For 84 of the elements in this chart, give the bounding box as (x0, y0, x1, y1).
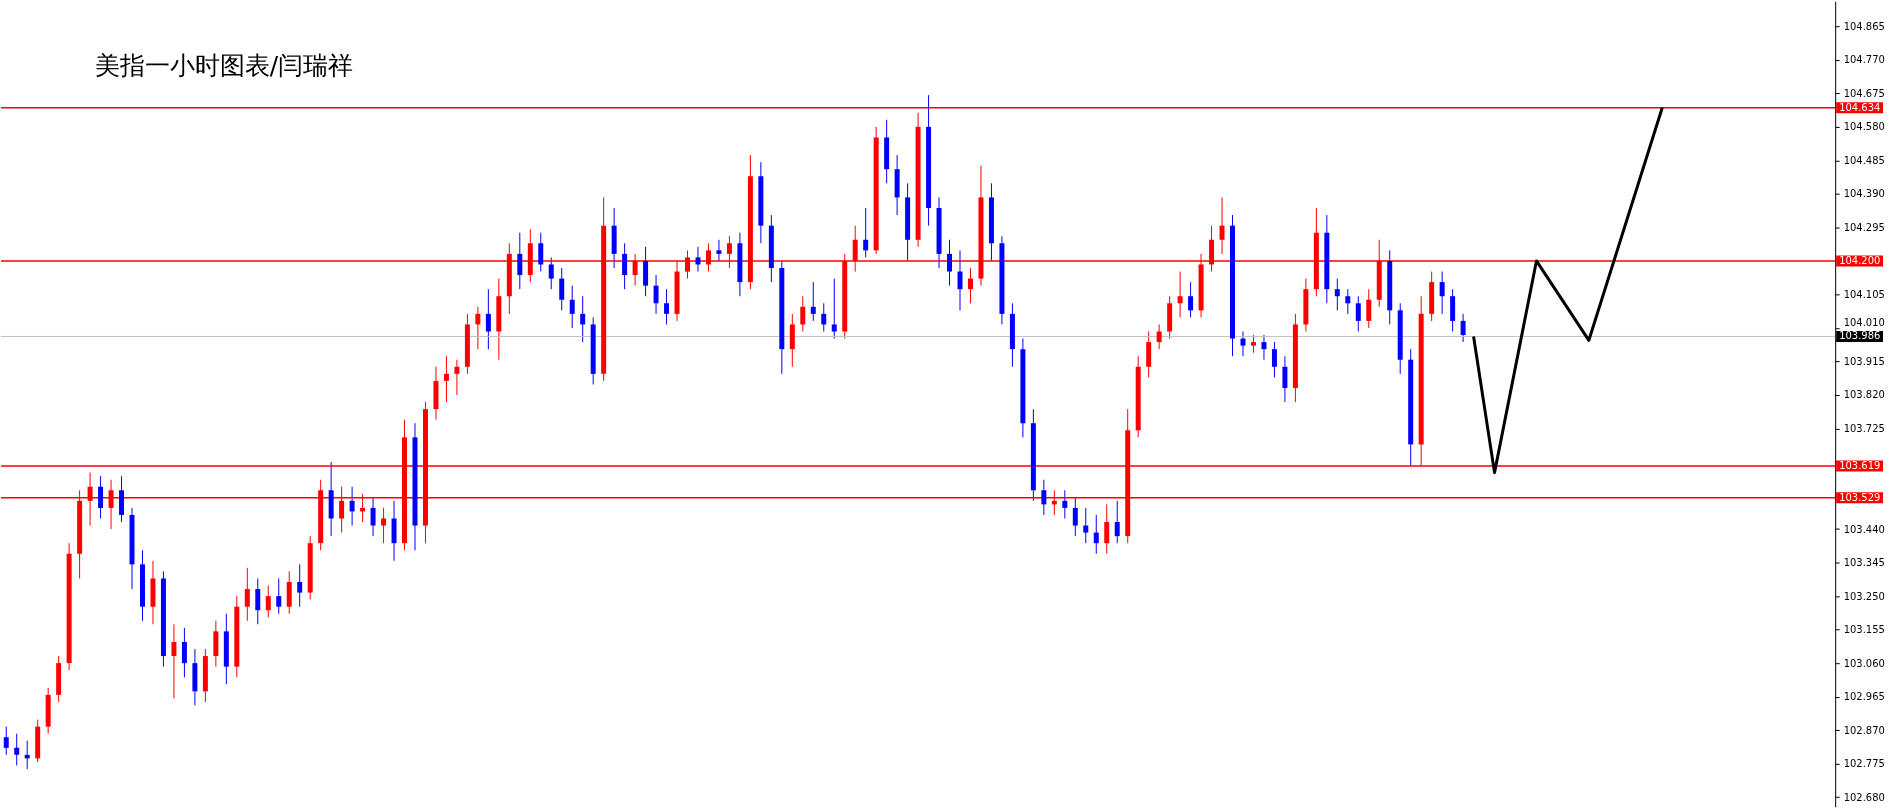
y-tick-label: 103.915 (1843, 355, 1885, 367)
candlestick (1177, 271, 1183, 318)
candlestick (1261, 334, 1267, 361)
candlestick (454, 359, 460, 396)
candlestick (1114, 500, 1120, 544)
candlestick (1072, 496, 1078, 537)
candlestick (370, 496, 376, 537)
candlestick (244, 567, 250, 622)
candlestick (664, 288, 670, 325)
candlestick (171, 623, 177, 699)
y-tick-label: 104.485 (1843, 154, 1885, 166)
candlestick (957, 249, 963, 311)
candlestick (569, 285, 575, 329)
candlestick (695, 246, 701, 273)
candlestick (1219, 196, 1225, 255)
candlestick (863, 207, 869, 258)
y-tick-label: 104.390 (1843, 188, 1885, 200)
candlestick (1083, 507, 1089, 544)
candlestick (716, 239, 722, 262)
candlestick (255, 577, 261, 625)
candlestick (968, 267, 973, 304)
candlestick (517, 232, 523, 290)
candlestick (1093, 514, 1099, 555)
candlestick (821, 302, 827, 332)
y-tick-label: 103.345 (1843, 557, 1885, 569)
line-series (1472, 106, 1664, 475)
candlestick (1345, 288, 1351, 315)
y-tick-label: 104.295 (1843, 221, 1885, 233)
y-tick-label: 102.680 (1843, 791, 1885, 803)
candlestick (1366, 288, 1372, 329)
candlestick (1460, 313, 1466, 343)
y-tick-label: 102.775 (1843, 758, 1885, 770)
candlestick (1188, 281, 1194, 318)
candlestick (947, 239, 953, 287)
candlestick (559, 267, 565, 311)
candlestick (1334, 278, 1340, 311)
candlestick (443, 355, 449, 403)
y-tick-label: 103.250 (1843, 590, 1885, 602)
ref-line-label: 103.986 (1839, 330, 1881, 342)
candlestick (800, 295, 806, 332)
candlestick (810, 281, 816, 322)
y-tick-label: 103.820 (1843, 389, 1885, 401)
candlestick (14, 733, 20, 766)
candlestick (276, 577, 282, 615)
candlestick (831, 278, 837, 340)
candlestick (1156, 323, 1162, 350)
candlestick (622, 242, 628, 290)
candlestick (297, 563, 303, 608)
candlestick (653, 274, 659, 315)
y-tick-label: 102.965 (1843, 691, 1885, 703)
candlestick (381, 507, 387, 544)
y-tick-label: 103.725 (1843, 423, 1885, 435)
candlestick (1041, 479, 1047, 516)
candlestick (548, 256, 554, 290)
y-tick-label: 104.580 (1843, 121, 1885, 133)
y-tick-label: 104.010 (1843, 317, 1885, 329)
candlestick (265, 585, 271, 618)
y-tick-label: 104.770 (1843, 54, 1885, 66)
ref-line-label: 103.619 (1839, 459, 1881, 471)
candlestick (98, 475, 104, 519)
ref-line-label: 104.634 (1839, 101, 1881, 113)
ref-line-label: 104.200 (1839, 254, 1881, 266)
candlestick (3, 726, 9, 756)
candlestick (1104, 503, 1110, 555)
candlestick (1439, 271, 1445, 315)
y-tick-label: 104.105 (1843, 288, 1885, 300)
y-tick-label: 104.865 (1843, 20, 1885, 32)
candlestick (1282, 355, 1288, 403)
candlestick (485, 288, 491, 350)
ref-line-label: 103.529 (1839, 491, 1881, 503)
y-tick-label: 102.870 (1843, 724, 1885, 736)
y-tick-label: 104.675 (1843, 87, 1885, 99)
candlestick (349, 486, 355, 527)
candlestick (580, 295, 586, 343)
candlestick (538, 232, 544, 273)
y-tick-label: 103.440 (1843, 523, 1885, 535)
candlestick (1062, 489, 1068, 519)
candlestick (1271, 341, 1277, 378)
candlestick (475, 306, 481, 350)
candlestick (1355, 295, 1361, 332)
candlestick (181, 627, 187, 678)
y-tick-label: 103.060 (1843, 657, 1885, 669)
text: 美指一小时图表/闫瑞祥 (94, 51, 354, 81)
y-tick-label: 103.155 (1843, 624, 1885, 636)
